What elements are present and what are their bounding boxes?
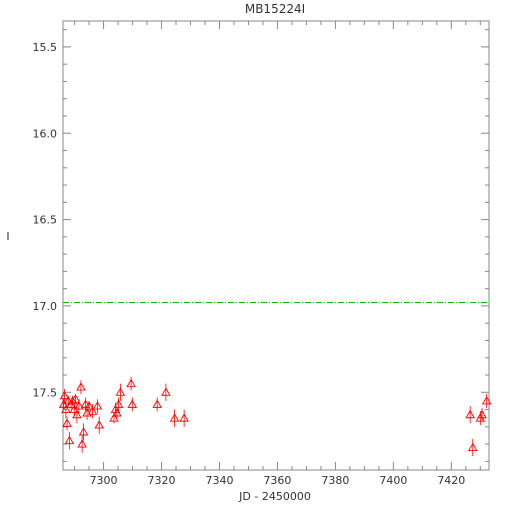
x-tick-label: 7300 xyxy=(90,474,118,487)
data-point xyxy=(61,404,71,414)
data-point xyxy=(64,435,75,445)
y-tick-label: 17.5 xyxy=(33,386,58,399)
x-tick-label: 7380 xyxy=(321,474,349,487)
x-tick-label: 7320 xyxy=(148,474,176,487)
data-point xyxy=(76,382,86,391)
x-tick-label: 7340 xyxy=(205,474,233,487)
data-point xyxy=(94,420,104,429)
data-point xyxy=(115,387,126,396)
data-point xyxy=(92,401,103,410)
data-point xyxy=(161,387,171,396)
x-tick-label: 7400 xyxy=(379,474,407,487)
data-point xyxy=(481,396,492,405)
y-tick-label: 17.0 xyxy=(33,300,58,313)
data-point xyxy=(465,409,475,419)
data-point xyxy=(67,396,78,405)
data-point xyxy=(113,399,124,408)
x-tick-label: 7360 xyxy=(263,474,291,487)
data-point xyxy=(126,378,136,388)
data-point xyxy=(87,406,98,415)
y-tick-label: 16.5 xyxy=(33,214,58,227)
data-point xyxy=(72,409,82,419)
y-tick-label: 15.5 xyxy=(33,41,58,54)
data-point xyxy=(109,413,119,422)
data-point xyxy=(84,401,94,410)
data-point xyxy=(70,394,81,403)
data-point xyxy=(78,427,89,436)
data-point xyxy=(179,413,189,422)
data-point xyxy=(112,408,122,417)
data-point xyxy=(82,408,92,417)
y-tick-label: 16.0 xyxy=(33,127,58,140)
x-axis-label: JD - 2450000 xyxy=(238,490,311,503)
data-point xyxy=(477,409,487,419)
x-ticks: 7300 7320 7340 7360 7380 7400 7420 xyxy=(74,21,481,487)
y-axis-label: I xyxy=(6,230,9,243)
data-point xyxy=(59,390,70,400)
x-tick-label: 7420 xyxy=(437,474,465,487)
data-point xyxy=(110,404,121,414)
data-point xyxy=(77,439,87,448)
plot-frame xyxy=(62,20,490,471)
data-points xyxy=(58,376,492,457)
chart-title: MB15224I xyxy=(245,2,305,16)
data-point xyxy=(62,418,72,427)
data-point xyxy=(467,442,478,451)
data-point xyxy=(127,399,138,408)
y-ticks: 15.5 16.0 16.5 17.0 17.5 xyxy=(33,29,489,462)
data-point xyxy=(152,399,162,408)
data-point xyxy=(74,401,84,410)
data-point xyxy=(169,413,180,422)
